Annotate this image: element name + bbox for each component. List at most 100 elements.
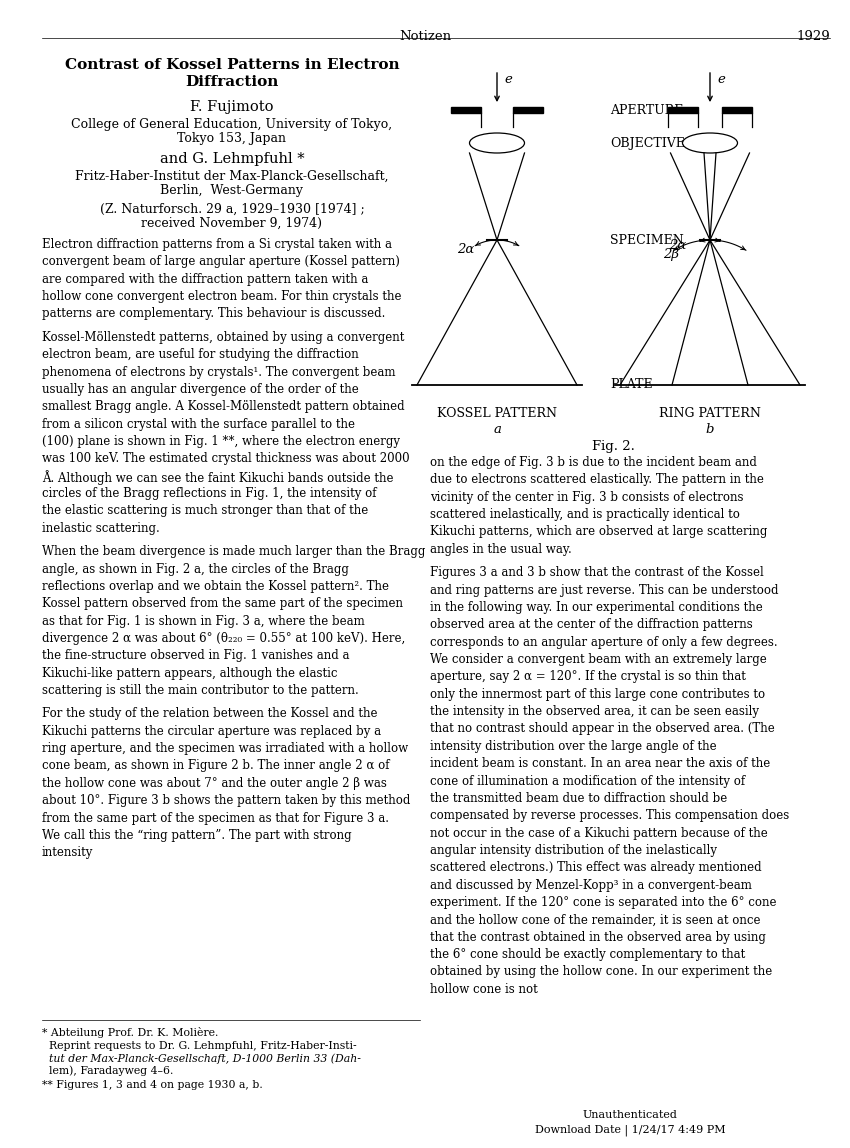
Text: usually has an angular divergence of the order of the: usually has an angular divergence of the…: [42, 383, 359, 396]
Text: scattered electrons.) This effect was already mentioned: scattered electrons.) This effect was al…: [430, 861, 762, 875]
Text: obtained by using the hollow cone. In our experiment the: obtained by using the hollow cone. In ou…: [430, 965, 773, 978]
Text: 2β: 2β: [663, 248, 679, 261]
Text: College of General Education, University of Tokyo,: College of General Education, University…: [71, 118, 393, 131]
Text: (Z. Naturforsch. 29 a, 1929–1930 [1974] ;: (Z. Naturforsch. 29 a, 1929–1930 [1974] …: [99, 203, 365, 216]
Text: APERTURE: APERTURE: [610, 103, 683, 116]
Text: F. Fujimoto: F. Fujimoto: [190, 100, 274, 114]
Text: Download Date | 1/24/17 4:49 PM: Download Date | 1/24/17 4:49 PM: [535, 1124, 725, 1135]
Text: lem), Faradayweg 4–6.: lem), Faradayweg 4–6.: [42, 1065, 173, 1076]
Text: the elastic scattering is much stronger than that of the: the elastic scattering is much stronger …: [42, 504, 368, 518]
Text: Kikuchi-like pattern appears, although the elastic: Kikuchi-like pattern appears, although t…: [42, 667, 337, 680]
Text: inelastic scattering.: inelastic scattering.: [42, 522, 160, 535]
Text: angles in the usual way.: angles in the usual way.: [430, 543, 572, 556]
Text: cone beam, as shown in Figure 2 b. The inner angle 2 α of: cone beam, as shown in Figure 2 b. The i…: [42, 760, 389, 773]
Text: KOSSEL PATTERN: KOSSEL PATTERN: [437, 408, 557, 420]
Text: convergent beam of large angular aperture (Kossel pattern): convergent beam of large angular apertur…: [42, 255, 399, 269]
Text: When the beam divergence is made much larger than the Bragg: When the beam divergence is made much la…: [42, 545, 425, 558]
Text: 1929: 1929: [796, 30, 830, 42]
Text: Kikuchi patterns, which are observed at large scattering: Kikuchi patterns, which are observed at …: [430, 526, 768, 538]
Text: observed area at the center of the diffraction patterns: observed area at the center of the diffr…: [430, 619, 753, 631]
Text: and discussed by Menzel-Kopp³ in a convergent-beam: and discussed by Menzel-Kopp³ in a conve…: [430, 878, 752, 892]
Text: We consider a convergent beam with an extremely large: We consider a convergent beam with an ex…: [430, 653, 767, 666]
Bar: [668, 107, 698, 113]
Text: the intensity in the observed area, it can be seen easily: the intensity in the observed area, it c…: [430, 705, 759, 718]
Text: compensated by reverse processes. This compensation does: compensated by reverse processes. This c…: [430, 809, 790, 822]
Text: divergence 2 α was about 6° (θ₂₂₀ = 0.55° at 100 keV). Here,: divergence 2 α was about 6° (θ₂₂₀ = 0.55…: [42, 631, 405, 645]
Text: b: b: [706, 422, 714, 436]
Text: from the same part of the specimen as that for Figure 3 a.: from the same part of the specimen as th…: [42, 812, 389, 824]
Text: in the following way. In our experimental conditions the: in the following way. In our experimenta…: [430, 600, 762, 614]
Text: Fritz-Haber-Institut der Max-Planck-Gesellschaft,: Fritz-Haber-Institut der Max-Planck-Gese…: [76, 170, 388, 183]
Text: and the hollow cone of the remainder, it is seen at once: and the hollow cone of the remainder, it…: [430, 914, 761, 926]
Text: intensity distribution over the large angle of the: intensity distribution over the large an…: [430, 739, 717, 753]
Text: e: e: [717, 73, 725, 86]
Text: was 100 keV. The estimated crystal thickness was about 2000: was 100 keV. The estimated crystal thick…: [42, 452, 410, 465]
Text: as that for Fig. 1 is shown in Fig. 3 a, where the beam: as that for Fig. 1 is shown in Fig. 3 a,…: [42, 614, 365, 628]
Text: hollow cone is not: hollow cone is not: [430, 983, 538, 995]
Text: 2α: 2α: [669, 239, 686, 251]
Text: We call this the “ring pattern”. The part with strong: We call this the “ring pattern”. The par…: [42, 829, 352, 841]
Text: tut der Max-Planck-Gesellschaft, D-1000 Berlin 33 (Dah-: tut der Max-Planck-Gesellschaft, D-1000 …: [42, 1053, 361, 1063]
Text: aperture, say 2 α = 120°. If the crystal is so thin that: aperture, say 2 α = 120°. If the crystal…: [430, 670, 746, 683]
Text: about 10°. Figure 3 b shows the pattern taken by this method: about 10°. Figure 3 b shows the pattern …: [42, 794, 411, 807]
Text: not occur in the case of a Kikuchi pattern because of the: not occur in the case of a Kikuchi patte…: [430, 827, 768, 839]
Text: e: e: [504, 73, 512, 86]
Text: Kossel pattern observed from the same part of the specimen: Kossel pattern observed from the same pa…: [42, 597, 403, 611]
Text: corresponds to an angular aperture of only a few degrees.: corresponds to an angular aperture of on…: [430, 636, 778, 649]
Text: Contrast of Kossel Patterns in Electron: Contrast of Kossel Patterns in Electron: [65, 59, 400, 72]
Text: scattering is still the main contributor to the pattern.: scattering is still the main contributor…: [42, 684, 359, 697]
Text: a: a: [493, 422, 501, 436]
Text: patterns are complementary. This behaviour is discussed.: patterns are complementary. This behavio…: [42, 308, 385, 320]
Text: vicinity of the center in Fig. 3 b consists of electrons: vicinity of the center in Fig. 3 b consi…: [430, 490, 744, 504]
Bar: [722, 107, 752, 113]
Text: the fine-structure observed in Fig. 1 vanishes and a: the fine-structure observed in Fig. 1 va…: [42, 650, 349, 662]
Text: angular intensity distribution of the inelastically: angular intensity distribution of the in…: [430, 844, 717, 856]
Text: Diffraction: Diffraction: [185, 75, 279, 90]
Text: Å. Although we can see the faint Kikuchi bands outside the: Å. Although we can see the faint Kikuchi…: [42, 470, 394, 484]
Text: ** Figures 1, 3 and 4 on page 1930 a, b.: ** Figures 1, 3 and 4 on page 1930 a, b.: [42, 1080, 263, 1089]
Text: Reprint requests to Dr. G. Lehmpfuhl, Fritz-Haber-Insti-: Reprint requests to Dr. G. Lehmpfuhl, Fr…: [42, 1041, 357, 1052]
Text: experiment. If the 120° cone is separated into the 6° cone: experiment. If the 120° cone is separate…: [430, 897, 777, 909]
Bar: [451, 107, 481, 113]
Text: Fig. 2.: Fig. 2.: [592, 440, 635, 453]
Text: OBJECTIVE: OBJECTIVE: [610, 137, 685, 149]
Text: that the contrast obtained in the observed area by using: that the contrast obtained in the observ…: [430, 931, 766, 944]
Text: the transmitted beam due to diffraction should be: the transmitted beam due to diffraction …: [430, 792, 728, 805]
Text: from a silicon crystal with the surface parallel to the: from a silicon crystal with the surface …: [42, 418, 355, 430]
Text: and ring patterns are just reverse. This can be understood: and ring patterns are just reverse. This…: [430, 583, 779, 597]
Text: only the innermost part of this large cone contributes to: only the innermost part of this large co…: [430, 688, 765, 700]
Text: the hollow cone was about 7° and the outer angle 2 β was: the hollow cone was about 7° and the out…: [42, 777, 387, 790]
Text: * Abteilung Prof. Dr. K. Molière.: * Abteilung Prof. Dr. K. Molière.: [42, 1027, 218, 1038]
Text: angle, as shown in Fig. 2 a, the circles of the Bragg: angle, as shown in Fig. 2 a, the circles…: [42, 563, 348, 575]
Text: Electron diffraction patterns from a Si crystal taken with a: Electron diffraction patterns from a Si …: [42, 238, 392, 251]
Text: Kossel-Möllenstedt patterns, obtained by using a convergent: Kossel-Möllenstedt patterns, obtained by…: [42, 331, 405, 343]
Text: incident beam is constant. In an area near the axis of the: incident beam is constant. In an area ne…: [430, 758, 770, 770]
Text: reflections overlap and we obtain the Kossel pattern². The: reflections overlap and we obtain the Ko…: [42, 580, 389, 592]
Text: Tokyo 153, Japan: Tokyo 153, Japan: [178, 132, 286, 145]
Text: (100) plane is shown in Fig. 1 **, where the electron energy: (100) plane is shown in Fig. 1 **, where…: [42, 435, 400, 448]
Text: Notizen: Notizen: [399, 30, 451, 42]
Text: due to electrons scattered elastically. The pattern in the: due to electrons scattered elastically. …: [430, 473, 764, 487]
Text: are compared with the diffraction pattern taken with a: are compared with the diffraction patter…: [42, 273, 368, 286]
Text: 2α: 2α: [457, 243, 474, 256]
Text: on the edge of Fig. 3 b is due to the incident beam and: on the edge of Fig. 3 b is due to the in…: [430, 456, 756, 470]
Text: electron beam, are useful for studying the diffraction: electron beam, are useful for studying t…: [42, 348, 359, 362]
Text: Figures 3 a and 3 b show that the contrast of the Kossel: Figures 3 a and 3 b show that the contra…: [430, 566, 764, 580]
Text: SPECIMEN: SPECIMEN: [610, 233, 683, 247]
Text: scattered inelastically, and is practically identical to: scattered inelastically, and is practica…: [430, 509, 740, 521]
Text: smallest Bragg angle. A Kossel-Möllenstedt pattern obtained: smallest Bragg angle. A Kossel-Möllenste…: [42, 401, 405, 413]
Text: the 6° cone should be exactly complementary to that: the 6° cone should be exactly complement…: [430, 948, 745, 961]
Bar: [513, 107, 543, 113]
Text: circles of the Bragg reflections in Fig. 1, the intensity of: circles of the Bragg reflections in Fig.…: [42, 487, 377, 501]
Text: intensity: intensity: [42, 846, 94, 859]
Text: that no contrast should appear in the observed area. (The: that no contrast should appear in the ob…: [430, 722, 774, 736]
Text: received November 9, 1974): received November 9, 1974): [141, 217, 322, 230]
Text: and G. Lehmpfuhl *: and G. Lehmpfuhl *: [160, 152, 304, 166]
Text: hollow cone convergent electron beam. For thin crystals the: hollow cone convergent electron beam. Fo…: [42, 290, 401, 303]
Text: ring aperture, and the specimen was irradiated with a hollow: ring aperture, and the specimen was irra…: [42, 742, 408, 755]
Text: For the study of the relation between the Kossel and the: For the study of the relation between th…: [42, 707, 377, 721]
Text: cone of illumination a modification of the intensity of: cone of illumination a modification of t…: [430, 775, 745, 788]
Text: phenomena of electrons by crystals¹. The convergent beam: phenomena of electrons by crystals¹. The…: [42, 365, 395, 379]
Text: RING PATTERN: RING PATTERN: [659, 408, 761, 420]
Text: Unauthenticated: Unauthenticated: [582, 1110, 677, 1120]
